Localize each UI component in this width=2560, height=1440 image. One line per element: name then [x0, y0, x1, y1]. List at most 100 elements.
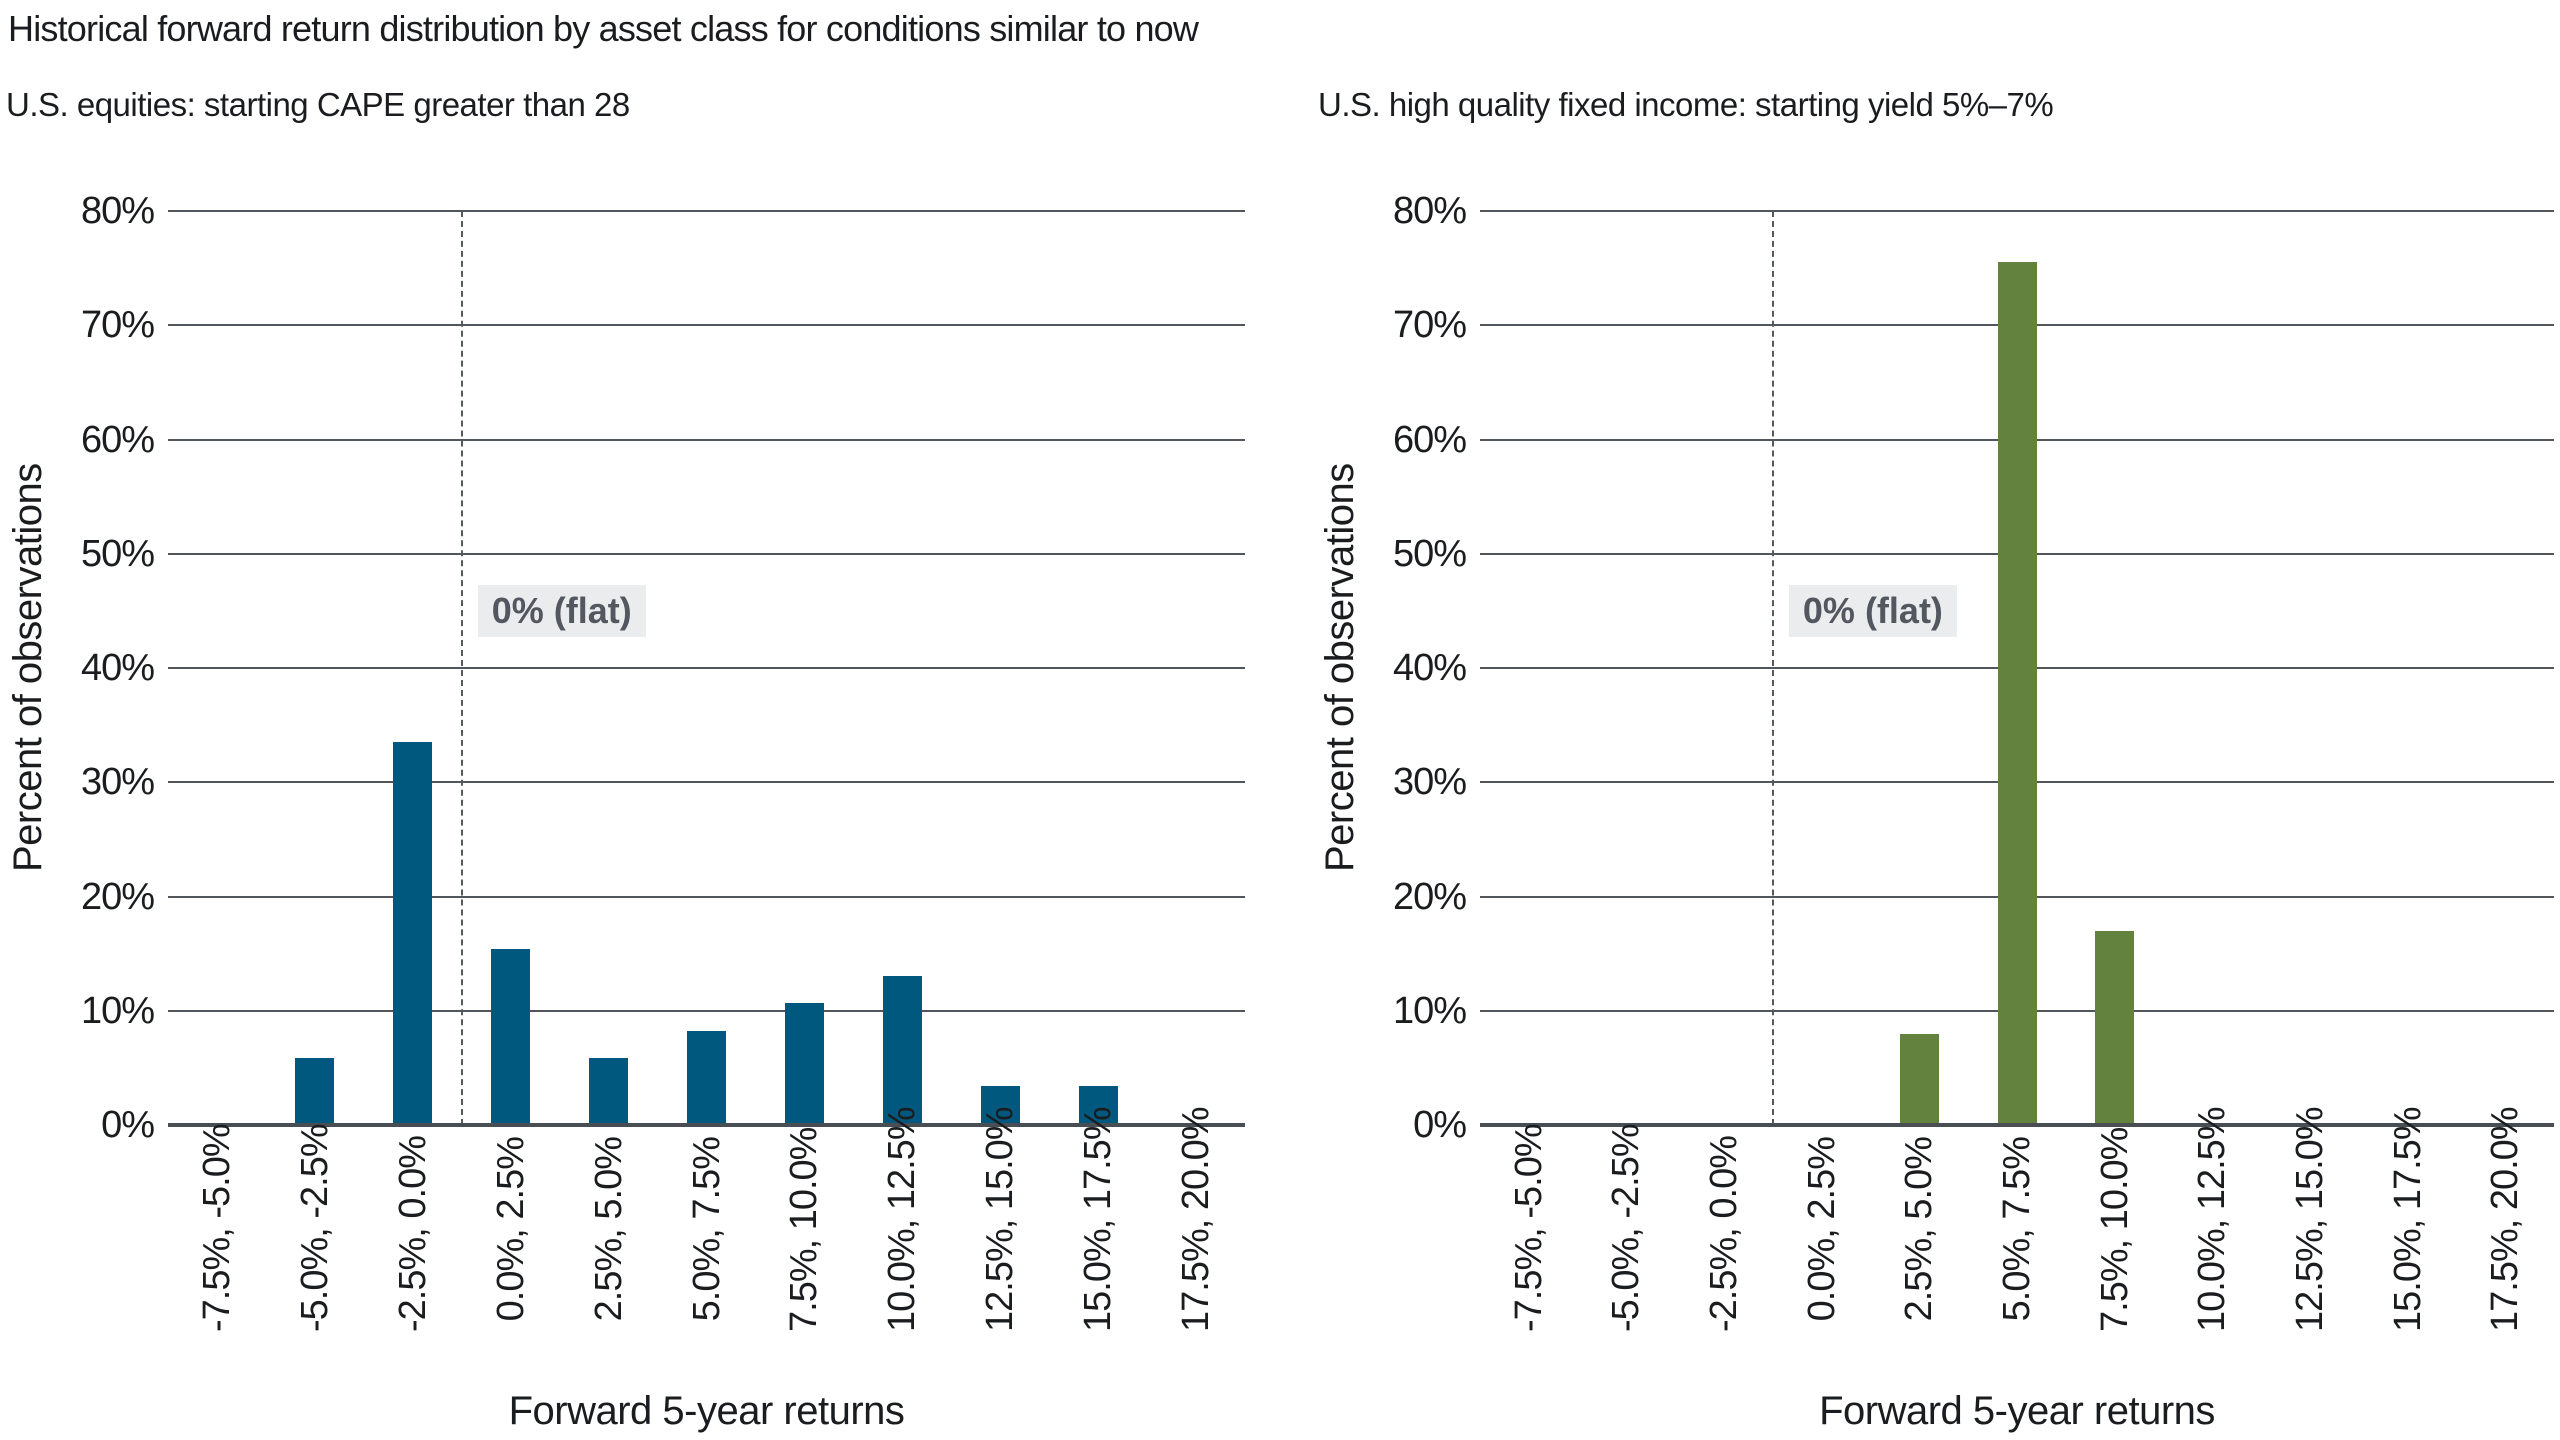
bar-slot-12.5%, 15.0% [951, 211, 1049, 1125]
x-tick-label: 10.0%, 12.5% [881, 1107, 924, 1332]
x-tick-label: 17.5%, 20.0% [2484, 1107, 2527, 1332]
chart-us-fixed-income: U.S. high quality fixed income: starting… [1318, 86, 2554, 1434]
bar-slot-10.0%, 12.5% [853, 211, 951, 1125]
zero-flat-annotation: 0% (flat) [1788, 584, 1957, 637]
gridline [168, 324, 1245, 327]
bar-slot--5.0%, -2.5% [1578, 211, 1676, 1125]
bar-slot--2.5%, 0.0% [1675, 211, 1773, 1125]
bar-slot--7.5%, -5.0% [168, 211, 266, 1125]
zero-reference-line [460, 211, 463, 1125]
histogram-bar [980, 1086, 1020, 1125]
histogram-bar [784, 1002, 824, 1125]
bar-slot--5.0%, -2.5% [266, 211, 364, 1125]
y-tick-label: 80% [80, 190, 155, 232]
bar-slot-5.0%, 7.5% [1968, 211, 2066, 1125]
histogram-bar [295, 1057, 335, 1125]
chart-subtitle: U.S. high quality fixed income: starting… [1318, 86, 2054, 123]
bar-slot-5.0%, 7.5% [658, 211, 756, 1125]
x-tick-label: 15.0%, 17.5% [2386, 1107, 2429, 1332]
y-axis-title: Percent of observations [6, 463, 50, 873]
y-tick-label: 60% [80, 418, 155, 461]
x-axis-line [168, 1123, 1245, 1127]
chart-us-equities: U.S. equities: starting CAPE greater tha… [6, 86, 1245, 1434]
gridline [168, 781, 1245, 784]
y-tick-label: 70% [80, 304, 155, 347]
histogram-bar [2095, 930, 2135, 1125]
histogram-bar [589, 1057, 629, 1125]
x-axis-tick-labels: -7.5%, -5.0% -5.0%, -2.5% -2.5%, 0.0% 0.0%,… [168, 1107, 1245, 1337]
gridline [168, 438, 1245, 441]
x-axis-tick-labels: -7.5%, -5.0% -5.0%, -2.5% -2.5%, 0.0% 0.0%,… [1480, 1107, 2554, 1337]
y-tick-label: 0% [1413, 1104, 1467, 1146]
chart-body: Percent of observations 0% 10% 20% 30% 40% 50… [1318, 192, 2554, 1144]
x-tick-label: -5.0%, -2.5% [1605, 1124, 1648, 1332]
bar-slot--2.5%, 0.0% [364, 211, 462, 1125]
gridline [1480, 210, 2554, 212]
x-axis-line [1480, 1123, 2554, 1127]
x-tick-label: 5.0%, 7.5% [1996, 1137, 2038, 1322]
gridline [168, 667, 1245, 669]
x-tick-label: 17.5%, 20.0% [1175, 1107, 1218, 1332]
figure-title: Historical forward return distribution b… [8, 8, 1199, 49]
bar-slot-10.0%, 12.5% [2163, 211, 2261, 1125]
y-tick-label: 40% [1392, 647, 1467, 689]
bar-slot-17.5%, 20.0% [1147, 211, 1245, 1125]
x-tick-label: -7.5%, -5.0% [1507, 1124, 1550, 1332]
y-axis-tick-labels: 0% 10% 20% 30% 40% 50% 60% 70% 80% [50, 192, 168, 1144]
y-tick-label: 40% [80, 647, 155, 689]
gridline [168, 210, 1245, 212]
x-tick-label: -5.0%, -2.5% [293, 1124, 336, 1332]
y-axis-title: Percent of observations [1318, 463, 1362, 873]
histogram-bar [491, 949, 531, 1125]
x-tick-label: 2.5%, 5.0% [1898, 1137, 1941, 1322]
x-tick-label: 10.0%, 12.5% [2191, 1107, 2234, 1332]
x-axis-title: Forward 5-year returns [508, 1389, 905, 1433]
x-tick-label: 0.0%, 2.5% [489, 1137, 532, 1322]
x-tick-label: 7.5%, 10.0% [2093, 1127, 2136, 1332]
histogram-bar [686, 1031, 727, 1125]
histogram-bar [1899, 1033, 1939, 1125]
y-tick-label: 50% [80, 532, 155, 575]
x-tick-label: 12.5%, 15.0% [979, 1107, 1022, 1332]
x-tick-label: 0.0%, 2.5% [1800, 1137, 1843, 1322]
chart-body: Percent of observations 0% 10% 20% 30% 40% 50… [6, 192, 1245, 1144]
y-tick-label: 30% [80, 761, 155, 804]
bar-slot--7.5%, -5.0% [1480, 211, 1578, 1125]
histogram-bar [1078, 1086, 1118, 1125]
x-tick-label: 12.5%, 15.0% [2288, 1107, 2331, 1332]
bar-slot-2.5%, 5.0% [560, 211, 658, 1125]
x-tick-label: 2.5%, 5.0% [587, 1137, 630, 1322]
plot-area: 0% (flat) [1480, 210, 2554, 1127]
y-tick-label: 70% [1392, 304, 1467, 347]
y-tick-label: 80% [1392, 190, 1467, 232]
y-axis-tick-labels: 0% 10% 20% 30% 40% 50% 60% 70% 80% [1362, 192, 1480, 1144]
y-tick-label: 10% [1392, 989, 1467, 1032]
bar-slot-17.5%, 20.0% [2456, 211, 2554, 1125]
gridline [168, 552, 1245, 555]
histogram-bar [1997, 262, 2037, 1125]
x-axis-title: Forward 5-year returns [1819, 1389, 2215, 1433]
x-tick-label: 7.5%, 10.0% [783, 1127, 826, 1332]
chart-subtitle: U.S. equities: starting CAPE greater tha… [6, 86, 630, 123]
x-tick-label: -7.5%, -5.0% [195, 1124, 238, 1332]
bar-slot-0.0%, 2.5% [462, 211, 560, 1125]
bar-slot-7.5%, 10.0% [2066, 211, 2164, 1125]
gridline [168, 895, 1245, 898]
x-tick-label: -2.5%, 0.0% [391, 1136, 434, 1332]
histogram-bar [882, 976, 922, 1125]
y-tick-label: 60% [1392, 418, 1467, 461]
bar-slot-15.0%, 17.5% [1049, 211, 1147, 1125]
histogram-bar [393, 742, 433, 1125]
histogram-bars [168, 211, 1245, 1125]
histogram-bars [1480, 211, 2554, 1125]
x-tick-label: 15.0%, 17.5% [1077, 1107, 1120, 1332]
y-tick-label: 20% [1392, 875, 1467, 918]
y-tick-label: 20% [80, 875, 155, 918]
y-tick-label: 10% [80, 989, 155, 1032]
bar-slot-15.0%, 17.5% [2359, 211, 2457, 1125]
bar-slot-7.5%, 10.0% [755, 211, 853, 1125]
y-tick-label: 0% [101, 1104, 155, 1146]
y-tick-label: 50% [1392, 532, 1467, 575]
bar-slot-12.5%, 15.0% [2261, 211, 2359, 1125]
zero-flat-annotation: 0% (flat) [477, 584, 646, 637]
